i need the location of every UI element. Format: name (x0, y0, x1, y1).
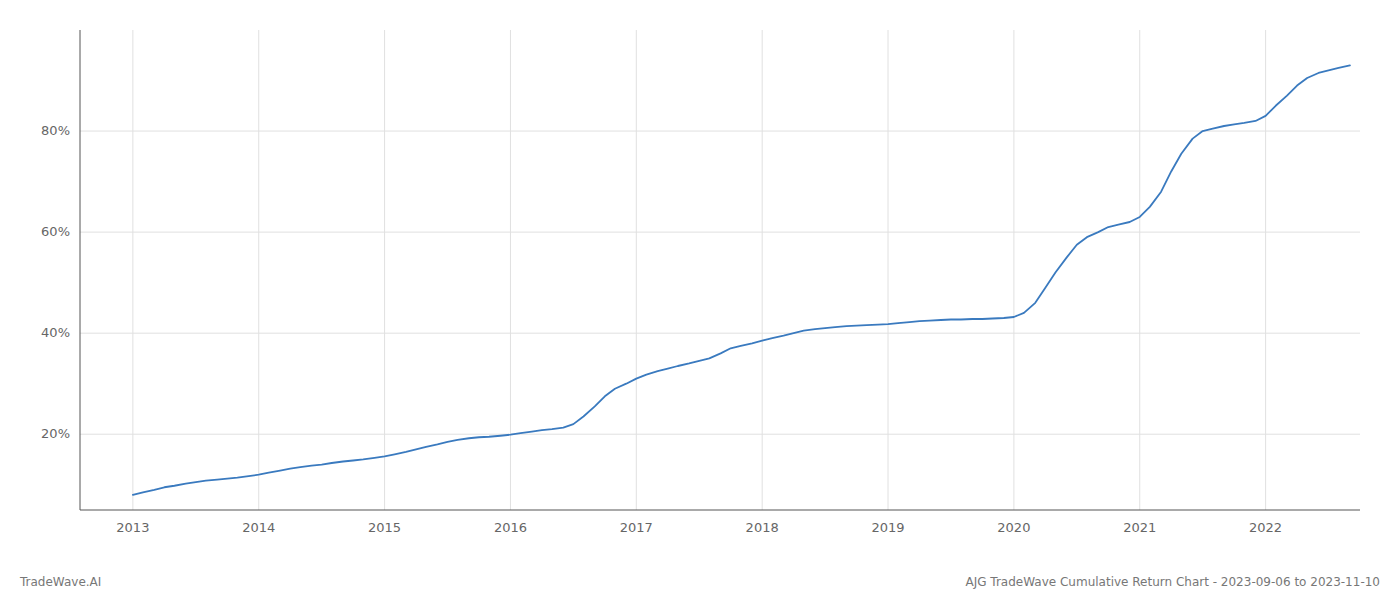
x-grid-line (762, 30, 763, 510)
x-tick-label: 2013 (116, 520, 149, 535)
y-tick-label: 60% (41, 224, 70, 239)
x-grid-line (1013, 30, 1014, 510)
grid (80, 30, 1360, 510)
x-grid-line (1265, 30, 1266, 510)
y-grid-line (80, 333, 1360, 334)
data-line (133, 65, 1350, 494)
chart: 20% 40% 60% 80% 2013 2014 2015 2016 2017 2018 2019… (0, 0, 1400, 600)
x-tick-label: 2016 (494, 520, 527, 535)
x-tick-label: 2022 (1249, 520, 1282, 535)
plot-area (133, 65, 1350, 494)
footer-right: AJG TradeWave Cumulative Return Chart - … (966, 575, 1381, 589)
x-grid-line (384, 30, 385, 510)
y-grid-line (80, 131, 1360, 132)
x-grid-line (636, 30, 637, 510)
x-tick-label: 2014 (242, 520, 275, 535)
x-tick-label: 2021 (1123, 520, 1156, 535)
y-grid-line (80, 232, 1360, 233)
y-tick-label: 80% (41, 123, 70, 138)
x-grid-line (1139, 30, 1140, 510)
x-grid-line (258, 30, 259, 510)
x-tick-label: 2020 (997, 520, 1030, 535)
y-axis-line (80, 30, 81, 510)
x-grid-line (888, 30, 889, 510)
y-tick-label: 40% (41, 325, 70, 340)
x-grid-line (510, 30, 511, 510)
tick-labels: 20% 40% 60% 80% 2013 2014 2015 2016 2017 2018 2019… (41, 123, 1282, 535)
footer-left: TradeWave.AI (19, 575, 101, 589)
x-grid-line (132, 30, 133, 510)
x-axis-line (80, 510, 1360, 511)
y-grid-line (80, 434, 1360, 435)
x-tick-label: 2018 (746, 520, 779, 535)
y-tick-label: 20% (41, 426, 70, 441)
x-tick-label: 2015 (368, 520, 401, 535)
x-tick-label: 2019 (871, 520, 904, 535)
x-tick-label: 2017 (620, 520, 653, 535)
